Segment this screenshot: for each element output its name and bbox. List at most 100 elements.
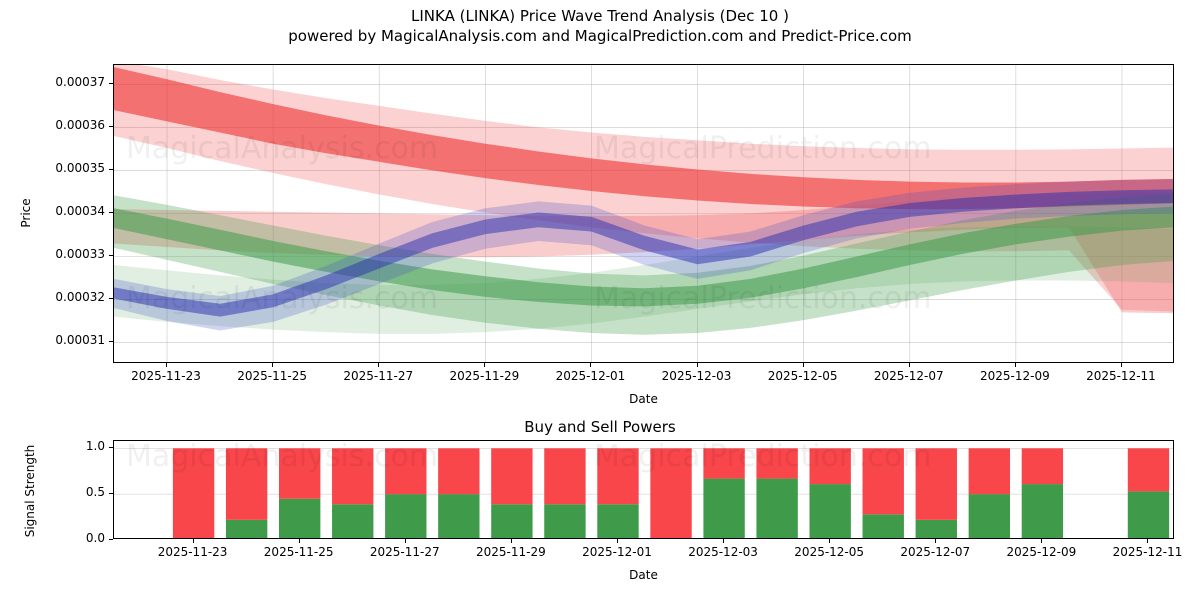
signal-xtick-mark [935, 539, 937, 543]
sell-power-bar [544, 448, 586, 505]
signal-xtick-label: 2025-12-11 [1112, 545, 1183, 559]
buy-power-bar [1127, 491, 1170, 538]
signal-xtick-mark [1041, 539, 1043, 543]
bar-stack [172, 448, 215, 538]
price-xtick-label: 2025-12-09 [979, 369, 1050, 383]
price-xtick-mark [590, 363, 592, 367]
buy-power-bar [597, 504, 639, 538]
sell-power-bar [809, 448, 851, 485]
price-ytick-mark [109, 212, 113, 214]
price-ytick-label: 0.00037 [55, 75, 105, 90]
price-ytick-label: 0.00033 [55, 247, 105, 262]
bar-stack [544, 448, 586, 538]
bar-stack [915, 448, 957, 538]
sell-power-bar [278, 448, 321, 499]
price-ytick-label: 0.00031 [55, 333, 105, 348]
sell-power-bar [597, 448, 639, 505]
bar-stack [1127, 448, 1170, 538]
bar-stack [650, 448, 692, 538]
sell-power-bar [915, 448, 957, 520]
bar-stack [1021, 448, 1064, 538]
bar-stack [862, 448, 904, 538]
bar-stack [968, 448, 1011, 538]
buy-sell-plot [114, 447, 1173, 538]
signal-xtick-mark [404, 539, 406, 543]
bar-stack [278, 448, 321, 538]
price-ytick-label: 0.00032 [55, 290, 105, 305]
buy-power-bar [332, 504, 374, 538]
signal-xtick-mark [829, 539, 831, 543]
price-xtick-mark [378, 363, 380, 367]
price-xtick-label: 2025-12-05 [767, 369, 838, 383]
price-wave-chart: MagicalAnalysis.com MagicalPrediction.co… [113, 64, 1174, 363]
price-ytick-mark [109, 169, 113, 171]
signal-ytick-mark [109, 447, 113, 449]
buy-power-bar [438, 494, 480, 538]
signal-xtick-mark [1147, 539, 1149, 543]
page-title: LINKA (LINKA) Price Wave Trend Analysis … [411, 7, 789, 25]
price-xtick-label: 2025-11-29 [449, 369, 520, 383]
sell-power-bar [703, 448, 745, 479]
bar-stack [756, 448, 798, 538]
signal-xtick-mark [723, 539, 725, 543]
bar-stack [225, 448, 268, 538]
buy-sell-chart: MagicalAnalysis.com MagicalPrediction.co… [113, 440, 1174, 539]
signal-xtick-label: 2025-11-29 [476, 545, 546, 559]
price-ytick-mark [109, 341, 113, 343]
bar-stack [597, 448, 639, 538]
signal-xtick-label: 2025-11-23 [157, 545, 228, 559]
price-xtick-mark [166, 363, 168, 367]
signal-xtick-label: 2025-11-25 [263, 545, 334, 559]
sell-power-bar [491, 448, 533, 505]
price-xtick-label: 2025-12-01 [555, 369, 626, 383]
signal-ytick-label: 0.5 [85, 485, 105, 500]
signal-xtick-mark [510, 539, 512, 543]
signal-xtick-mark [616, 539, 618, 543]
band-red-lower-wedge [114, 192, 1173, 314]
buy-sell-title: Buy and Sell Powers [524, 418, 676, 436]
signal-xtick-mark [192, 539, 194, 543]
price-ytick-label: 0.00034 [55, 204, 105, 219]
buy-power-bar [968, 494, 1011, 538]
bar-stack [809, 448, 851, 538]
buy-power-bar [1021, 484, 1064, 538]
price-ytick-mark [109, 83, 113, 85]
signal-ytick-mark [109, 539, 113, 540]
sell-power-bar [1021, 448, 1064, 485]
sell-power-bar [650, 448, 692, 538]
bar-stack [438, 448, 480, 538]
sell-power-bar [862, 448, 904, 515]
sell-power-bar [225, 448, 268, 520]
band-green-inner [114, 206, 1173, 307]
price-ytick-mark [109, 126, 113, 128]
signal-ytick-label: 0.0 [85, 531, 105, 545]
buy-power-bar [491, 504, 533, 538]
signal-xtick-label: 2025-12-07 [900, 545, 971, 559]
sell-power-bar [332, 448, 374, 505]
price-xtick-mark [696, 363, 698, 367]
price-xtick-mark [908, 363, 910, 367]
sell-power-bar [1127, 448, 1170, 492]
bar-stack [332, 448, 374, 538]
date-axis-label-bottom: Date [629, 568, 658, 582]
band-green-outer [114, 193, 1173, 335]
price-xtick-label: 2025-12-07 [873, 369, 944, 383]
bar-stack [491, 448, 533, 538]
signal-xtick-label: 2025-12-09 [1006, 545, 1077, 559]
sell-power-bar [172, 448, 215, 538]
signal-ytick-label: 1.0 [85, 439, 105, 454]
price-xtick-mark [1120, 363, 1122, 367]
page-subtitle: powered by MagicalAnalysis.com and Magic… [288, 27, 912, 45]
signal-xtick-label: 2025-12-05 [794, 545, 865, 559]
price-xtick-mark [484, 363, 486, 367]
signal-xtick-label: 2025-11-27 [369, 545, 440, 559]
buy-power-bar [862, 514, 904, 538]
buy-power-bar [756, 478, 798, 538]
bar-stack [385, 448, 427, 538]
signal-xtick-mark [298, 539, 300, 543]
sell-power-bar [385, 448, 427, 495]
price-xtick-mark [1014, 363, 1016, 367]
buy-power-bar [278, 498, 321, 538]
band-blue-inner [114, 189, 1173, 317]
